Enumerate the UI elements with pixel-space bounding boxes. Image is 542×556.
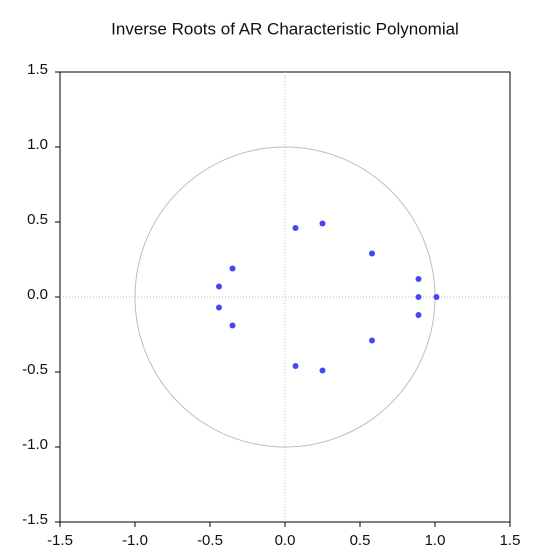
x-tick-label: 0.5 — [350, 532, 371, 549]
point — [415, 276, 422, 282]
y-tick-label: -1.5 — [22, 511, 48, 528]
x-tick-label: -0.5 — [197, 532, 223, 549]
point — [216, 283, 222, 290]
point — [319, 367, 326, 374]
point — [369, 337, 375, 344]
point — [229, 322, 236, 329]
point — [216, 304, 222, 311]
y-tick-label: -1.0 — [22, 436, 48, 453]
x-tick-label: 1.0 — [425, 532, 446, 549]
point — [415, 312, 422, 318]
y-tick-label: 0.5 — [27, 211, 48, 228]
chart-title: Inverse Roots of AR Characteristic Polyn… — [111, 19, 459, 38]
x-tick-label: 0.0 — [275, 532, 296, 549]
point — [369, 250, 375, 257]
y-tick-label: 1.5 — [27, 61, 48, 78]
y-tick-label: 0.0 — [27, 286, 48, 303]
point — [292, 363, 299, 369]
y-tick-label: -0.5 — [22, 361, 48, 378]
point — [319, 220, 326, 227]
x-tick-label: -1.0 — [122, 532, 148, 549]
y-tick-label: 1.0 — [27, 136, 48, 153]
x-tick-label: 1.5 — [500, 532, 521, 549]
x-tick-label: -1.5 — [47, 532, 73, 549]
point — [415, 294, 422, 300]
point — [433, 294, 440, 300]
point — [229, 265, 236, 272]
point — [292, 225, 299, 231]
